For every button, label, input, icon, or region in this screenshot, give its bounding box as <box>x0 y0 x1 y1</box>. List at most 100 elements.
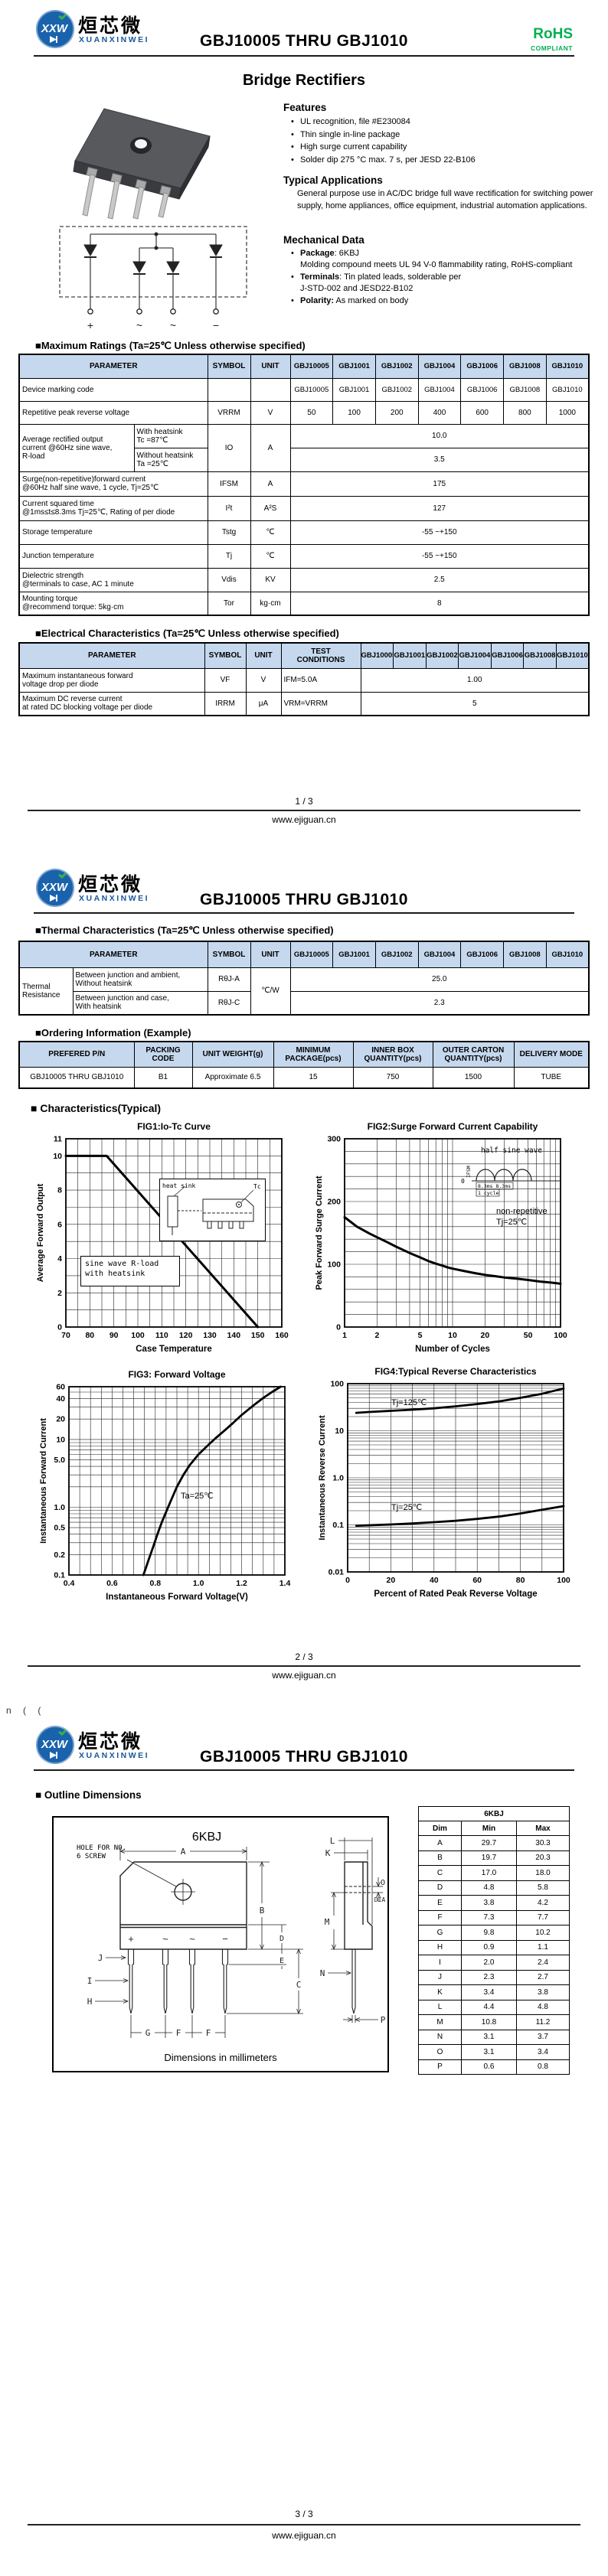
device-column-header: GBJ1001 <box>332 941 376 968</box>
company-logo: XXW <box>35 868 75 911</box>
stray-text-artifact: n ( ( <box>6 1705 46 1716</box>
doc-title: GBJ10005 THRU GBJ1010 <box>200 891 408 908</box>
svg-text:80: 80 <box>516 1576 525 1585</box>
pin-label-plus: + <box>87 319 93 331</box>
ordering-column-header: UNIT WEIGHT(g) <box>191 1041 274 1068</box>
vrrm-value: 1000 <box>545 400 590 425</box>
pin-label-minus: − <box>213 319 219 331</box>
ifsm-label: IFSM <box>466 1166 472 1178</box>
svg-text:100: 100 <box>131 1331 145 1340</box>
svg-text:0.1: 0.1 <box>54 1571 65 1580</box>
device-column-header: GBJ1008 <box>523 642 557 669</box>
svg-text:0.2: 0.2 <box>54 1550 65 1560</box>
svg-text:1.4: 1.4 <box>279 1579 291 1588</box>
dim-letter-N: N <box>320 1968 325 1978</box>
dimension-row: F 7.3 7.7 <box>418 1909 570 1925</box>
svg-text:40: 40 <box>430 1576 439 1585</box>
device-column-header: GBJ1010 <box>555 642 590 669</box>
svg-text:300: 300 <box>327 1135 341 1144</box>
company-name-cn: 烜芯微 <box>78 1731 143 1753</box>
svg-text:Number of Cycles: Number of Cycles <box>415 1345 490 1354</box>
svg-text:11: 11 <box>54 1135 62 1144</box>
ms-label: 8.3ms 8.3ms <box>478 1183 511 1189</box>
header-rule <box>34 1769 574 1771</box>
dimension-row: M 10.8 11.2 <box>418 2014 570 2030</box>
doc-title: GBJ10005 THRU GBJ1010 <box>200 32 408 50</box>
ordering-table: PREFERED P/N PACKING CODE UNIT WEIGHT(g) MI… <box>18 1041 590 1089</box>
front-pin-minus: − <box>222 1933 228 1945</box>
device-column-header: GBJ1008 <box>503 354 547 379</box>
ordering-column-header: OUTER CARTON QUANTITY(pcs) <box>432 1041 515 1068</box>
table-header-row: 6KBJ <box>418 1806 570 1821</box>
dim-letter-A: A <box>181 1847 186 1857</box>
device-column-header: GBJ1010 <box>545 941 590 968</box>
svg-text:100: 100 <box>327 1260 341 1270</box>
device-column-header: GBJ1006 <box>490 642 525 669</box>
svg-text:0.5: 0.5 <box>54 1524 65 1533</box>
svg-text:FIG3: Forward Voltage: FIG3: Forward Voltage <box>128 1369 225 1380</box>
footer-rule <box>28 2524 580 2525</box>
marking-code: GBJ1002 <box>374 377 419 402</box>
table-header-row: PREFERED P/N PACKING CODE UNIT WEIGHT(g) MI… <box>18 1041 590 1068</box>
svg-text:110: 110 <box>155 1331 168 1340</box>
svg-text:FIG1:Io-Tc Curve: FIG1:Io-Tc Curve <box>137 1121 211 1132</box>
rohs-compliant-label: COMPLIANT <box>530 44 573 52</box>
mechanical-item: Polarity: As marked on body <box>289 295 596 307</box>
svg-text:1.0: 1.0 <box>332 1474 344 1483</box>
svg-text:Instantaneous Forward Voltage(: Instantaneous Forward Voltage(V) <box>106 1593 248 1602</box>
table-row: GBJ10005 THRU GBJ1010 B1 Approximate 6.5 15… <box>18 1066 590 1089</box>
table-header-row: PARAMETER SYMBOL UNIT TEST CONDITIONS GB… <box>18 642 590 669</box>
svg-text:20: 20 <box>387 1576 396 1585</box>
company-name-en: XUANXINWEI <box>79 1751 150 1760</box>
marking-code: GBJ1004 <box>417 377 462 402</box>
applications-body: General purpose use in AC/DC bridge full… <box>297 189 593 210</box>
dimension-row: I 2.0 2.4 <box>418 1955 570 1971</box>
vrrm-value: 100 <box>332 400 376 425</box>
features-heading: Features <box>283 102 327 113</box>
product-title: Bridge Rectifiers <box>242 72 366 89</box>
table-row: Dielectric strength @terminals to case, … <box>18 567 590 592</box>
marking-code: GBJ1010 <box>545 377 590 402</box>
svg-text:2: 2 <box>374 1331 379 1340</box>
dimension-row: H 0.9 1.1 <box>418 1939 570 1955</box>
characteristics-heading: ■ Characteristics(Typical) <box>31 1102 162 1114</box>
ordering-value: TUBE <box>513 1066 590 1089</box>
website-link[interactable]: www.ejiguan.cn <box>272 2530 336 2541</box>
fig4-reverse-characteristics: 0 20 40 60 80 100 0.01 0.1 1.0 10 100 FIG4:Typical … <box>312 1364 573 1601</box>
svg-text:Percent of Rated Peak Reverse: Percent of Rated Peak Reverse Voltage <box>374 1590 537 1599</box>
page3-header: XXW 烜芯微 XUANXINWEI GBJ10005 THRU GBJ1010 <box>0 1725 608 1772</box>
table-row: Maximum DC reverse current at rated DC b… <box>18 691 590 716</box>
thermal-heading: ■Thermal Characteristics (Ta=25℃ Unless … <box>35 924 334 936</box>
dim-letter-O: O <box>381 1879 385 1887</box>
hole-note: 6 SCREW <box>77 1853 106 1860</box>
electrical-table: PARAMETER SYMBOL UNIT TEST CONDITIONS GB… <box>18 642 590 716</box>
ordering-value: GBJ10005 THRU GBJ1010 <box>18 1066 135 1089</box>
heatsink-label: heat sink <box>162 1182 196 1189</box>
device-column-header: GBJ10005 <box>360 642 394 669</box>
ordering-column-header: DELIVERY MODE <box>513 1041 590 1068</box>
svg-text:Peak Forward Surge Current: Peak Forward Surge Current <box>315 1176 324 1290</box>
footer-rule <box>28 810 580 811</box>
svg-text:40: 40 <box>56 1394 65 1404</box>
dimension-row: B 19.7 20.3 <box>418 1850 570 1866</box>
website-link[interactable]: www.ejiguan.cn <box>272 814 336 825</box>
svg-text:XXW: XXW <box>41 881 69 894</box>
ordering-value: 1500 <box>432 1066 515 1089</box>
dim-letter-D: D <box>279 1935 284 1943</box>
cycle-label: 1 cycle <box>478 1190 498 1196</box>
svg-text:Case Temperature: Case Temperature <box>136 1345 212 1354</box>
dimension-row: O 3.1 3.4 <box>418 2044 570 2060</box>
table-row: Device marking code GBJ10005 GBJ1001 GBJ10… <box>18 377 590 402</box>
marking-code: GBJ1008 <box>503 377 547 402</box>
svg-text:80: 80 <box>85 1331 94 1340</box>
svg-text:200: 200 <box>327 1198 341 1207</box>
device-column-header: GBJ1001 <box>393 642 427 669</box>
outline-heading: ■ Outline Dimensions <box>35 1789 142 1801</box>
website-link[interactable]: www.ejiguan.cn <box>272 1670 336 1681</box>
logo-mark-icon: XXW <box>36 869 74 907</box>
company-logo: XXW <box>35 1725 75 1769</box>
device-column-header: GBJ1004 <box>417 941 462 968</box>
table-row: Maximum instantaneous forward voltage dr… <box>18 667 590 693</box>
svg-text:100: 100 <box>557 1576 570 1585</box>
